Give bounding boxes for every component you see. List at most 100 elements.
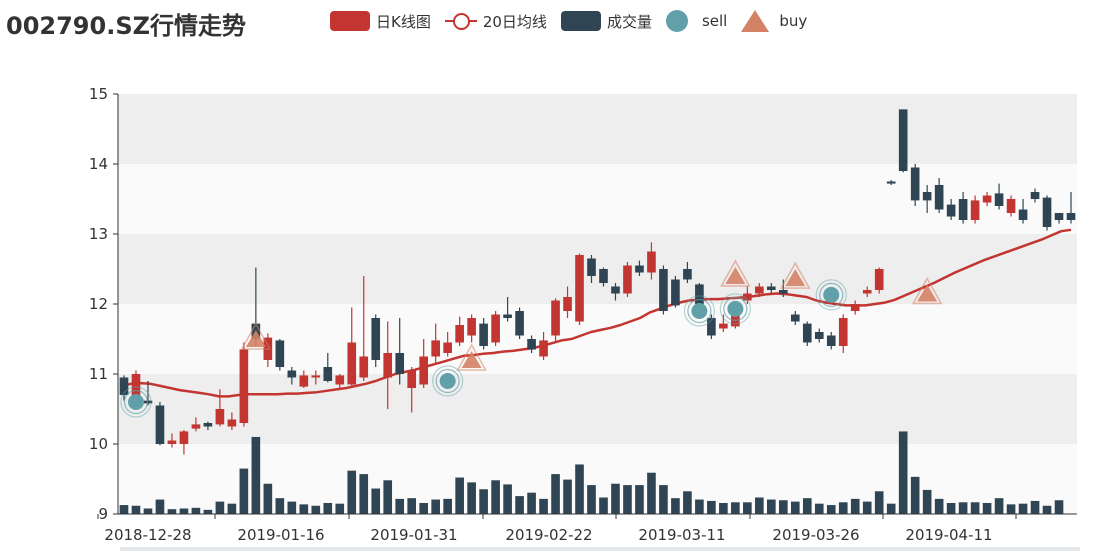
candle-body — [671, 279, 680, 306]
x-tick-label: 2019-03-26 — [772, 526, 859, 544]
sell-marker-ring — [719, 293, 751, 325]
volume-bar — [263, 483, 273, 514]
volume-bar — [922, 489, 932, 514]
volume-bar — [455, 477, 464, 514]
x-tick-label: 2019-01-16 — [237, 526, 324, 544]
volume-bar — [215, 501, 225, 514]
sell-marker — [127, 394, 144, 410]
volume-bar — [838, 502, 848, 514]
sell-marker — [727, 300, 744, 317]
candle-body — [179, 431, 189, 444]
x-tick-label: 2019-01-31 — [370, 526, 457, 544]
volume-bar — [551, 474, 560, 514]
volume-bar — [886, 503, 896, 514]
candle-body — [587, 258, 596, 276]
volume-bar — [599, 497, 608, 514]
candle-body — [755, 286, 764, 294]
volume-bar — [850, 498, 860, 514]
candle-body — [311, 375, 321, 378]
buy-marker — [785, 269, 806, 287]
x-tick-label: 2019-04-11 — [905, 526, 992, 544]
candle-body — [982, 195, 992, 203]
volume-bar — [275, 498, 285, 514]
volume-bar — [695, 499, 704, 514]
candle-body — [167, 440, 177, 444]
candle-body — [994, 193, 1004, 206]
candle-body — [910, 167, 920, 201]
volume-bar — [491, 480, 500, 514]
volume-bar — [191, 507, 201, 514]
candle-body — [215, 409, 225, 425]
sell-circle-icon — [665, 10, 688, 32]
volume-bar — [743, 502, 752, 514]
signal-markers — [120, 259, 943, 418]
sell-marker-ring — [815, 279, 847, 311]
sell-marker — [439, 373, 456, 389]
candle-body — [287, 370, 297, 378]
legend-item-ma20[interactable]: 20日均线 — [444, 11, 547, 32]
volume-bar — [898, 431, 908, 514]
volume-bar — [814, 503, 824, 514]
volume-bar — [443, 498, 452, 514]
volume-bar — [778, 500, 788, 514]
candle-body — [826, 335, 836, 346]
legend-label-volume: 成交量 — [606, 12, 652, 31]
candle-body — [874, 269, 884, 290]
y-tick-label: 9 — [98, 505, 108, 523]
volume-bar — [790, 501, 800, 514]
candle-body — [946, 204, 956, 217]
kline-swatch-icon — [330, 11, 370, 31]
y-tick-label: 14 — [89, 155, 108, 173]
y-tick-label: 15 — [89, 85, 108, 103]
legend-item-kline[interactable]: 日K线图 — [330, 11, 431, 32]
x-tick-label: 2019-02-22 — [505, 526, 592, 544]
volume-bar — [707, 500, 716, 514]
candle-body — [299, 375, 309, 387]
buy-marker-ring — [456, 343, 487, 371]
volume-bar — [479, 489, 488, 514]
grid-band — [118, 304, 1077, 374]
volume-bar — [970, 502, 980, 514]
candle-body — [659, 269, 668, 311]
volume-bar — [958, 502, 968, 514]
sell-marker-ring — [819, 282, 844, 307]
candle-body — [1018, 209, 1028, 220]
volume-bar — [371, 488, 381, 514]
candle-body — [958, 199, 968, 220]
volume-bar — [994, 498, 1004, 514]
y-tick-label: 10 — [89, 435, 108, 453]
candle-body — [731, 307, 740, 327]
candle-body — [778, 290, 788, 294]
x-tick-label: 2019-03-11 — [638, 526, 725, 544]
candle-body — [539, 340, 548, 357]
candle-body — [443, 342, 452, 353]
volume-bar — [239, 468, 249, 514]
volume-bar — [874, 491, 884, 514]
candle-body — [623, 265, 632, 294]
volume-bar — [1042, 505, 1052, 514]
candle-body — [563, 297, 572, 311]
volume-bar — [527, 492, 536, 514]
volume-bar — [299, 504, 309, 514]
volume-bar — [383, 480, 393, 514]
candle-body — [743, 293, 752, 301]
candle-body — [719, 323, 728, 329]
y-tick-label: 11 — [89, 365, 108, 383]
buy-marker-ring — [720, 259, 751, 287]
buy-triangle-icon — [741, 10, 770, 32]
legend-item-sell[interactable]: sell — [665, 10, 727, 32]
candles — [119, 109, 1076, 455]
sell-marker-ring — [683, 295, 715, 327]
candle-body — [479, 323, 488, 346]
volume-bar — [802, 498, 812, 514]
candle-body — [707, 318, 716, 336]
legend-item-buy[interactable]: buy — [741, 10, 807, 32]
volume-bar — [167, 509, 177, 514]
volume-bar — [503, 484, 512, 514]
y-tick-label: 13 — [89, 225, 108, 243]
candle-body — [491, 314, 500, 343]
volume-bar — [323, 502, 333, 514]
legend-item-volume[interactable]: 成交量 — [560, 11, 652, 32]
volume-bar — [287, 501, 297, 514]
candle-body — [790, 314, 800, 322]
